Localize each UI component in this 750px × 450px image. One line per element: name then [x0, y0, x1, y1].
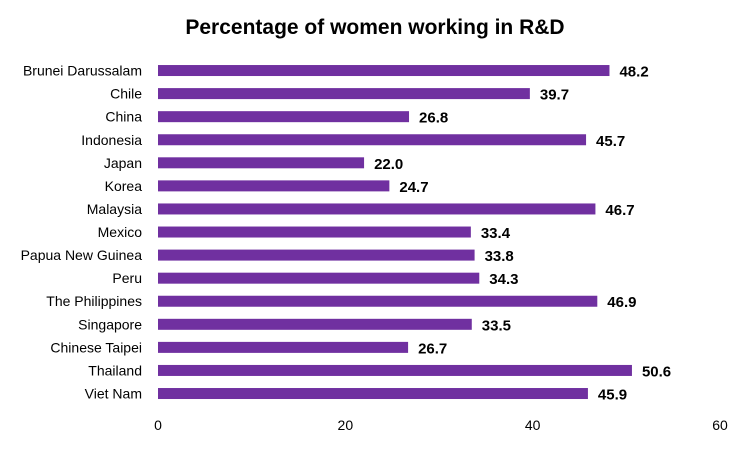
category-label: The Philippines [46, 293, 142, 309]
bar [158, 295, 598, 307]
bar [158, 388, 588, 400]
category-label: Chile [110, 86, 142, 102]
category-label: Korea [105, 178, 143, 194]
x-tick-label: 0 [154, 417, 162, 433]
bar [158, 272, 480, 284]
category-label: Mexico [98, 224, 143, 240]
x-axis-ticks: 0 20 40 60 [154, 417, 728, 433]
value-label: 39.7 [540, 87, 569, 104]
category-label: Viet Nam [85, 386, 142, 402]
value-label: 33.4 [481, 225, 511, 242]
value-label: 26.7 [418, 340, 447, 357]
value-label: 50.6 [642, 363, 671, 380]
category-label: Singapore [78, 316, 142, 332]
bar [158, 203, 596, 215]
bar [158, 318, 472, 330]
value-label: 33.5 [482, 317, 511, 334]
bar [158, 157, 365, 169]
value-labels: 48.2 39.7 26.8 45.7 22.0 24.7 46.7 33.4 33.8 34.3… [374, 64, 671, 404]
value-label: 46.9 [607, 294, 636, 311]
value-label: 45.9 [598, 387, 627, 404]
category-label: Brunei Darussalam [23, 63, 142, 79]
bar [158, 111, 410, 123]
category-label: Papua New Guinea [21, 247, 143, 263]
x-tick-label: 60 [712, 417, 728, 433]
category-label: Thailand [88, 362, 142, 378]
category-label: Chinese Taipei [50, 339, 142, 355]
bars-layer [158, 65, 632, 400]
category-labels: Brunei Darussalam Chile China Indonesia Japa… [21, 63, 143, 402]
value-label: 34.3 [489, 271, 518, 288]
x-tick-label: 40 [525, 417, 541, 433]
bar [158, 88, 530, 100]
value-label: 33.8 [485, 248, 514, 265]
category-label: Peru [112, 270, 142, 286]
value-label: 22.0 [374, 156, 403, 173]
bar [158, 65, 610, 77]
bar [158, 180, 390, 192]
category-label: Indonesia [81, 132, 142, 148]
value-label: 24.7 [399, 179, 428, 196]
value-label: 46.7 [605, 202, 634, 219]
category-label: Japan [104, 155, 142, 171]
bar [158, 134, 587, 146]
value-label: 45.7 [596, 133, 625, 150]
category-label: Malaysia [87, 201, 142, 217]
bar [158, 249, 475, 261]
value-label: 26.8 [419, 110, 448, 127]
x-tick-label: 20 [338, 417, 354, 433]
value-label: 48.2 [619, 64, 648, 81]
bar [158, 341, 409, 353]
category-label: China [105, 109, 142, 125]
bar [158, 364, 632, 376]
bar [158, 226, 471, 238]
chart-title: Percentage of women working in R&D [185, 16, 565, 39]
